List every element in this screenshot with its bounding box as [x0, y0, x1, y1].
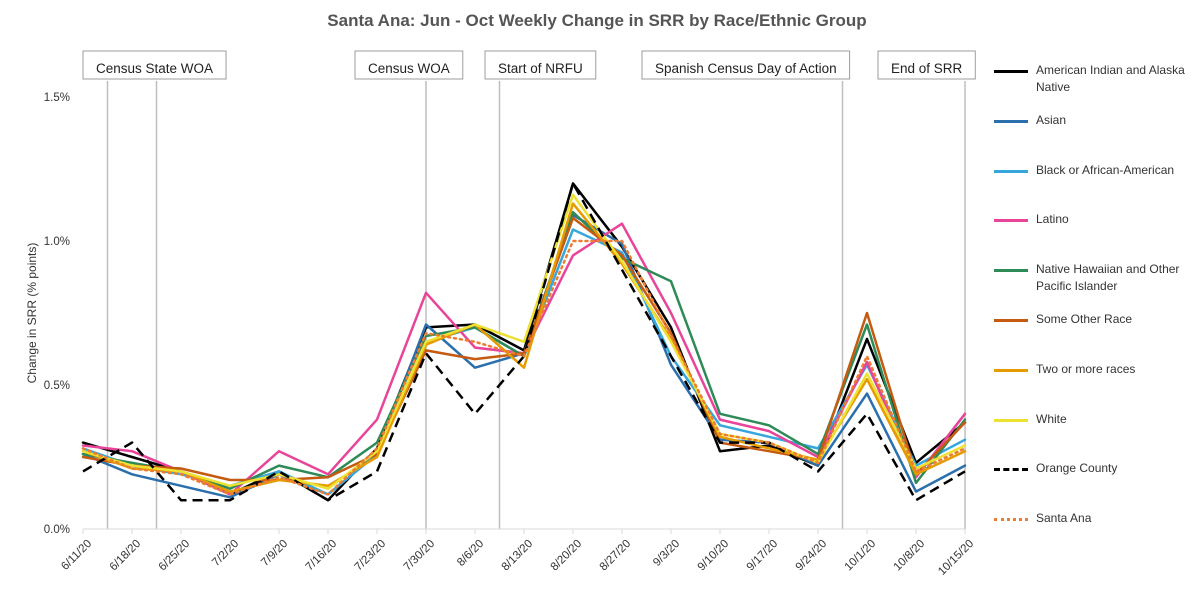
series-lines: [81, 182, 967, 502]
x-tick-label: 7/30/20: [402, 538, 438, 574]
legend-label: Latino: [1036, 212, 1069, 227]
x-tick-label: 9/24/20: [794, 538, 830, 574]
annotation-frame: [354, 50, 464, 80]
axes: 6/11/20 6/18/20 6/25/20 7/2/20 7/9/20 7/16/20…: [44, 92, 976, 578]
chart-title: Santa Ana: Jun - Oct Weekly Change in SR…: [327, 11, 866, 30]
annotation-frame: [82, 50, 227, 80]
legend-label: Native Hawaiian and Other Pacific Island…: [1036, 262, 1180, 294]
x-tick-label: 8/6/20: [455, 538, 486, 569]
y-axis-label: Change in SRR (% points): [25, 243, 39, 384]
annotation-label: Census WOA: [368, 61, 450, 76]
legend-label: Asian: [1036, 112, 1067, 127]
legend-label: Black or African-American: [1036, 162, 1175, 177]
legend-label: American Indian and Alaska Native: [1036, 63, 1185, 94]
x-tick-label: 7/2/20: [210, 538, 241, 569]
x-tick-label: 9/3/20: [651, 538, 682, 569]
legend-label: Some Other Race: [1036, 312, 1133, 326]
annotation-frame: [484, 50, 597, 80]
x-tick-label: 7/16/20: [304, 538, 340, 574]
legend-label: Two or more races: [1036, 361, 1136, 376]
legend-swatch: [994, 319, 1028, 322]
annotation-boxes: Census State WOA Census WOA Start of NRFU S…: [82, 50, 976, 80]
x-tick-label: 9/10/20: [696, 538, 732, 574]
annotation-box: Start of NRFU: [484, 50, 597, 80]
x-tick-label: 8/20/20: [549, 538, 585, 574]
y-tick-label: 0.0%: [44, 524, 70, 536]
legend-swatch: [994, 219, 1028, 223]
annotation-label: Start of NRFU: [498, 61, 583, 76]
legend-swatch: [994, 269, 1028, 273]
x-tick-label: 7/23/20: [353, 538, 389, 574]
annotation-box: Spanish Census Day of Action: [641, 50, 851, 80]
x-tick-label: 8/27/20: [598, 538, 634, 574]
x-tick-label: 8/13/20: [500, 538, 536, 574]
x-tick-label: 6/18/20: [108, 538, 144, 574]
legend-swatch: [994, 468, 1028, 472]
x-tick-label: 9/17/20: [745, 538, 781, 574]
x-tick-label: 6/25/20: [157, 538, 193, 574]
y-tick-label: 0.5%: [44, 380, 70, 392]
series-line-6: [81, 202, 967, 493]
legend-swatch: [994, 368, 1028, 372]
annotation-label: End of SRR: [891, 61, 963, 76]
vertical-marker-layer: [106, 81, 966, 529]
x-tick-label: 10/1/20: [843, 538, 879, 574]
legend-swatch: [994, 518, 1028, 522]
series-line-9: [81, 239, 967, 496]
legend-label: White: [1036, 411, 1067, 426]
legend-swatch: [994, 169, 1028, 173]
legend-swatch: [994, 119, 1028, 123]
x-tick-label: 10/8/20: [892, 538, 928, 574]
x-tick-label: 7/9/20: [259, 538, 290, 569]
annotation-label: Census State WOA: [96, 61, 213, 76]
annotation-box: End of SRR: [877, 50, 976, 80]
y-tick-label: 1.0%: [44, 236, 70, 248]
annotation-frame: [641, 50, 851, 80]
x-tick-label: 6/11/20: [59, 538, 94, 573]
y-tick-label: 1.5%: [44, 92, 70, 104]
annotation-label: Spanish Census Day of Action: [655, 61, 837, 76]
legend-swatch: [994, 418, 1028, 422]
annotation-box: Census State WOA: [82, 50, 227, 80]
legend-label: Santa Ana: [1036, 511, 1092, 526]
annotation-frame: [877, 50, 976, 80]
x-tick-label: 10/15/20: [936, 538, 976, 578]
annotation-box: Census WOA: [354, 50, 464, 80]
legend-swatch: [994, 70, 1028, 73]
legend-label: Orange County: [1036, 461, 1118, 476]
